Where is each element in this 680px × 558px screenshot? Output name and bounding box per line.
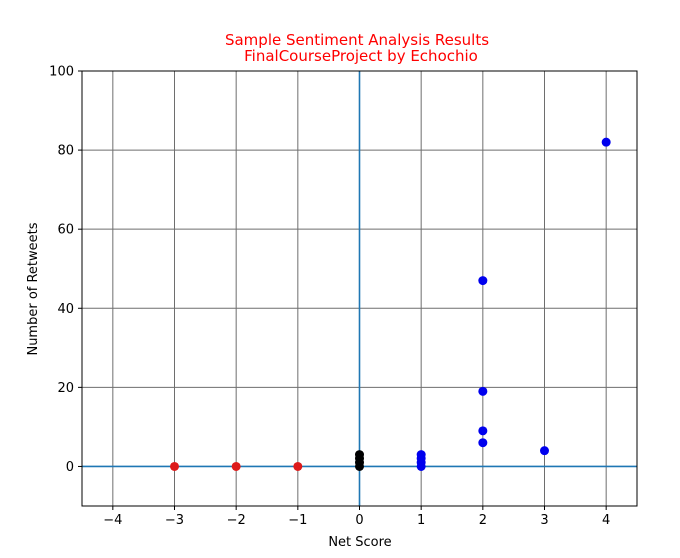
data-point — [355, 450, 364, 460]
y-axis-label: Number of Retweets — [26, 222, 41, 355]
y-axis-ticks: 0 20 40 60 80 100 — [49, 65, 82, 475]
data-point — [416, 450, 426, 460]
x-tick-label: 4 — [602, 513, 610, 528]
y-tick-label: 40 — [57, 302, 74, 317]
data-point — [478, 276, 488, 286]
y-tick-label: 100 — [49, 65, 74, 80]
y-tick-label: 0 — [66, 460, 74, 475]
x-tick-label: 2 — [479, 513, 487, 528]
x-axis-ticks: −4 −3 −2 −1 0 1 2 3 4 — [103, 506, 610, 528]
y-tick-label: 80 — [57, 144, 74, 159]
x-tick-label: 0 — [355, 513, 363, 528]
data-point — [170, 461, 179, 471]
data-point — [601, 137, 611, 147]
data-points — [170, 137, 611, 471]
x-tick-label: 3 — [540, 513, 548, 528]
data-point — [478, 386, 488, 396]
data-point — [293, 461, 303, 471]
reference-lines — [82, 71, 637, 506]
y-tick-label: 60 — [57, 223, 74, 238]
x-axis-label: Net Score — [328, 535, 391, 550]
data-point — [478, 438, 488, 448]
chart-title-line-1: Sample Sentiment Analysis Results — [225, 31, 489, 49]
y-tick-label: 20 — [57, 381, 74, 396]
chart-title-line-2: FinalCourseProject by Echochio — [244, 47, 478, 65]
x-tick-label: −3 — [165, 513, 184, 528]
x-tick-label: 1 — [417, 513, 425, 528]
x-tick-label: −2 — [227, 513, 246, 528]
data-point — [478, 426, 488, 436]
data-point — [231, 461, 241, 471]
x-tick-label: −1 — [288, 513, 307, 528]
data-point — [540, 446, 549, 456]
x-tick-label: −4 — [103, 513, 122, 528]
